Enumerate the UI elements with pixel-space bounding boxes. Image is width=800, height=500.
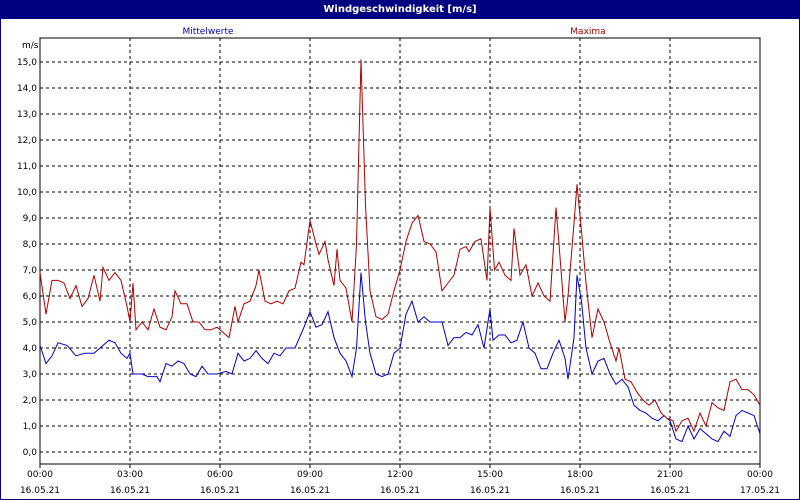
y-tick-label: 5,0: [23, 318, 38, 328]
x-tick-date: 16.05.21: [380, 486, 420, 496]
y-tick-label: 3,0: [23, 370, 38, 380]
x-tick-date: 16.05.21: [20, 486, 60, 496]
legend-mittelwerte: Mittelwerte: [182, 27, 233, 37]
x-tick-date: 16.05.21: [470, 486, 510, 496]
y-tick-labels: 0,0 1,0 2,0 3,0 4,0 5,0 6,0 7,0 8,0 9,0 10,0 11,0 12…: [17, 58, 37, 458]
series-lines: [39, 59, 761, 443]
series-line-maxima: [39, 59, 761, 433]
x-tick-time: 15:00: [477, 470, 503, 480]
x-tick-time: 09:00: [297, 470, 323, 480]
x-tick-time: 00:00: [27, 470, 53, 480]
y-tick-label: 0,0: [23, 448, 38, 458]
y-tick-label: 8,0: [23, 240, 38, 250]
y-tick-label: 11,0: [17, 162, 37, 172]
x-tick-date: 17.05.21: [740, 486, 780, 496]
x-tick-time: 12:00: [387, 470, 413, 480]
y-tick-label: 10,0: [17, 188, 37, 198]
grid-lines: [40, 38, 760, 464]
x-tick-date: 16.05.21: [290, 486, 330, 496]
x-tick-time: 06:00: [207, 470, 233, 480]
y-tick-label: 9,0: [23, 214, 38, 224]
x-tick-labels: 00:00 16.05.21 03:00 16.05.21 06:00 16.05.21 0…: [20, 464, 780, 496]
y-tick-label: 12,0: [17, 136, 37, 146]
series-line-mittelwerte: [39, 272, 761, 443]
x-tick-date: 16.05.21: [560, 486, 600, 496]
y-tick-label: 13,0: [17, 110, 37, 120]
y-tick-label: 2,0: [23, 396, 38, 406]
y-tick-label: 7,0: [23, 266, 38, 276]
plot-area: [39, 37, 761, 465]
x-tick-time: 21:00: [657, 470, 683, 480]
x-tick-time: 00:00: [747, 470, 773, 480]
y-tick-label: 14,0: [17, 84, 37, 94]
x-tick-time: 18:00: [567, 470, 593, 480]
y-tick-label: 4,0: [23, 344, 38, 354]
window-title: Windgeschwindigkeit [m/s]: [1, 1, 799, 19]
x-tick-date: 16.05.21: [200, 486, 240, 496]
x-tick-date: 16.05.21: [110, 486, 150, 496]
y-axis-unit-label: m/s: [22, 41, 39, 51]
y-tick-label: 15,0: [17, 58, 37, 68]
x-tick-date: 16.05.21: [650, 486, 690, 496]
legend-maxima: Maxima: [570, 27, 605, 37]
y-tick-label: 1,0: [23, 422, 38, 432]
y-tick-label: 6,0: [23, 292, 38, 302]
x-tick-time: 03:00: [117, 470, 143, 480]
